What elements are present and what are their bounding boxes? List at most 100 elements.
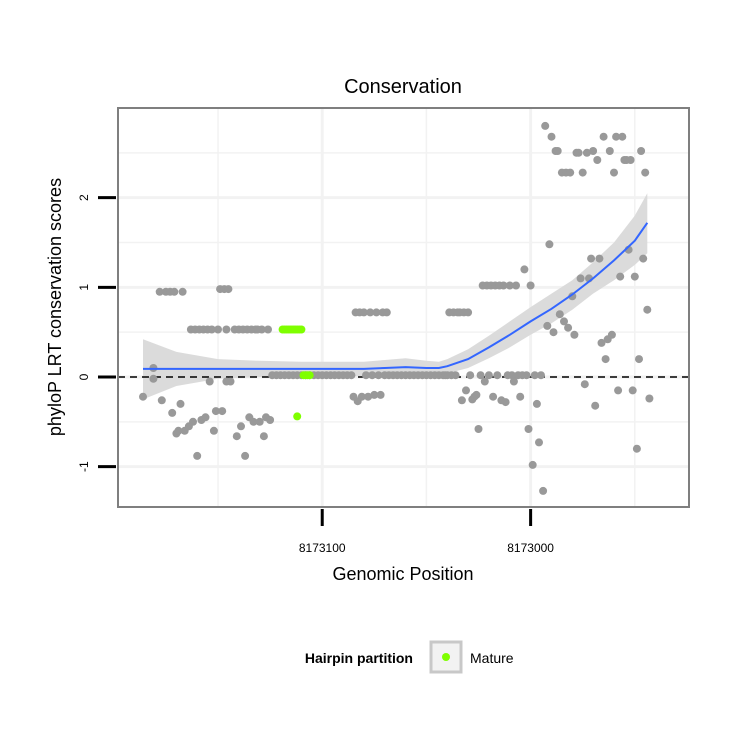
data-point: [528, 460, 537, 469]
x-tick-label: 8173100: [299, 541, 346, 555]
data-point: [541, 121, 550, 130]
data-point: [639, 254, 648, 263]
data-point: [643, 305, 652, 314]
data-point: [532, 399, 541, 408]
smooth-line-layer: [143, 222, 649, 370]
legend-label-mature: Mature: [470, 650, 514, 666]
x-axis-title: Genomic Position: [332, 564, 473, 584]
data-point: [522, 371, 531, 380]
data-point: [457, 396, 466, 405]
data-point: [370, 390, 379, 399]
data-point: [545, 240, 554, 249]
data-point: [157, 396, 166, 405]
data-point: [211, 407, 220, 416]
y-tick-label: 2: [77, 194, 91, 201]
data-point: [607, 330, 616, 339]
panel-border: [117, 107, 690, 508]
data-point: [472, 390, 481, 399]
confidence-ribbon: [143, 193, 648, 400]
data-point: [612, 132, 621, 141]
chart-title: Conservation: [344, 76, 462, 98]
data-point: [241, 451, 250, 460]
data-point: [524, 425, 533, 433]
data-point: [580, 380, 589, 389]
data-point: [139, 392, 147, 401]
data-point: [549, 328, 558, 337]
data-point: [641, 168, 650, 177]
data-point: [201, 413, 210, 422]
data-point: [543, 321, 552, 330]
data-point: [499, 281, 508, 290]
data-point: [347, 371, 356, 380]
data-point: [257, 325, 266, 334]
data-point: [476, 371, 485, 380]
data-point: [366, 308, 375, 317]
data-point: [574, 148, 583, 157]
legend: Hairpin partition Mature: [305, 640, 514, 674]
data-point: [632, 444, 641, 453]
data-point: [568, 292, 577, 301]
data-point: [578, 168, 587, 177]
points-layer: [139, 121, 654, 495]
data-point: [566, 168, 575, 177]
data-point: [255, 417, 264, 426]
data-point: [547, 132, 556, 141]
data-point: [462, 386, 470, 395]
data-point: [597, 338, 606, 347]
data-point: [570, 330, 579, 339]
data-point: [537, 371, 545, 380]
data-point: [222, 325, 231, 334]
y-tick-label: 1: [77, 284, 91, 291]
data-point: [214, 325, 222, 334]
y-tick-label: 0: [77, 373, 91, 380]
y-axis-title: phyloP LRT conservation scores: [45, 178, 65, 436]
data-point: [237, 422, 245, 431]
data-point: [610, 168, 618, 177]
smooth-trend-line: [143, 222, 649, 370]
data-point: [489, 392, 498, 401]
data-point: [249, 417, 258, 426]
data-point: [362, 371, 370, 380]
data-point: [530, 371, 539, 380]
confidence-ribbon-layer: [143, 193, 648, 400]
legend-title: Hairpin partition: [305, 650, 413, 666]
data-point: [364, 392, 373, 401]
data-point: [480, 377, 489, 386]
data-point: [359, 308, 368, 317]
x-tick-label: 8173000: [507, 541, 554, 555]
data-point: [178, 287, 187, 296]
data-point: [630, 272, 639, 281]
data-point: [512, 281, 520, 290]
data-point: [589, 147, 598, 155]
data-point: [374, 371, 383, 380]
x-axis: 8173100 8173000: [299, 509, 554, 555]
data-point: [149, 374, 158, 383]
data-point: [628, 386, 637, 395]
data-point: [207, 325, 216, 334]
data-point: [601, 355, 610, 364]
data-point: [193, 451, 202, 460]
data-point: [582, 148, 591, 157]
data-point: [587, 254, 596, 263]
data-point: [466, 371, 475, 380]
data-point: [376, 390, 385, 399]
data-point: [259, 432, 268, 441]
data-point: [564, 323, 573, 332]
data-point: [232, 432, 241, 441]
data-point: [535, 438, 543, 447]
data-point: [553, 147, 562, 155]
data-point: [605, 147, 614, 155]
data-point: [505, 281, 514, 290]
data-point: [155, 287, 164, 296]
data-point: [368, 371, 377, 380]
data-point: [451, 371, 460, 380]
data-point: [266, 416, 275, 424]
data-point: [493, 371, 502, 380]
data-point: [509, 377, 518, 386]
data-point: [382, 308, 391, 317]
data-point: [507, 371, 516, 380]
data-point: [516, 392, 525, 401]
data-point: [645, 394, 654, 403]
data-point: [560, 317, 568, 326]
